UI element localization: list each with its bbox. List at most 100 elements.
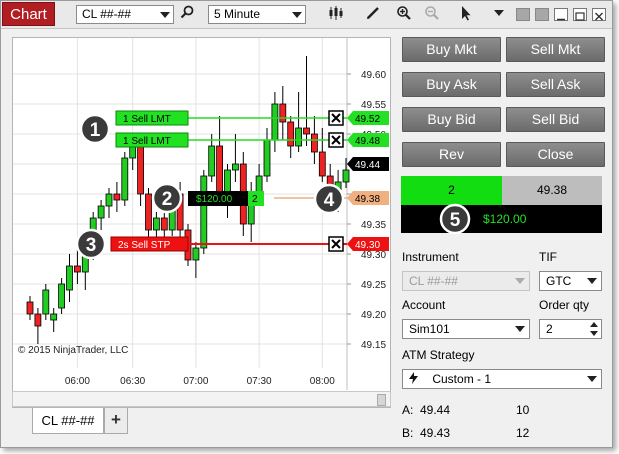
atm-strategy-label: ATM Strategy	[402, 348, 475, 362]
candle-body	[160, 217, 168, 231]
sell-stop-label: 2s Sell STP	[118, 240, 171, 251]
order-qty-input[interactable]: 2	[539, 319, 602, 339]
spin-up-icon[interactable]	[590, 322, 598, 327]
close-position-button[interactable]: Close	[506, 142, 605, 167]
zoom-out-icon[interactable]	[422, 5, 441, 24]
interval-select[interactable]: 5 Minute	[208, 5, 306, 24]
sell-stop-price-tag: 49.30	[347, 237, 389, 251]
candle	[263, 128, 271, 182]
template-button[interactable]	[535, 8, 549, 21]
callout-3: 3	[75, 228, 107, 260]
ask-label: A:	[402, 403, 414, 417]
maximize-button[interactable]	[573, 8, 587, 21]
candle	[26, 296, 34, 320]
sell-ask-button[interactable]: Sell Ask	[506, 72, 605, 97]
search-icon[interactable]	[177, 5, 196, 24]
callout-1: 1	[79, 113, 111, 145]
pencil-icon[interactable]	[363, 5, 382, 24]
account-select[interactable]: Sim101	[402, 319, 530, 339]
chevron-down-icon	[160, 12, 170, 18]
candle-body	[113, 193, 121, 201]
tab-instrument[interactable]: CL ##-##	[32, 408, 104, 434]
price-tick-label: 49.35	[361, 220, 386, 231]
candle-body	[42, 289, 50, 315]
candle	[66, 254, 73, 302]
candle-body	[137, 145, 144, 195]
atm-strategy-value: Custom - 1	[432, 372, 492, 386]
chart-window: Chart CL ##-## 5 Minute	[0, 0, 613, 448]
position-price-tag: 49.38	[347, 191, 389, 205]
bottom-tab-bar: CL ##-## +	[1, 408, 401, 447]
order-qty-value: 2	[546, 322, 553, 336]
candle	[113, 182, 121, 212]
position-pnl-label[interactable]: $120.00 2	[188, 191, 264, 206]
candle-body	[152, 217, 160, 231]
candle-body	[279, 103, 287, 123]
price-tick-label: 49.30	[361, 250, 386, 261]
sell-limit-order-1[interactable]: 1 Sell LMT	[115, 110, 189, 126]
candle	[318, 128, 326, 182]
sell-limit-label-1: 1 Sell LMT	[123, 114, 171, 125]
price-tick-label: 49.60	[361, 70, 386, 81]
atm-strategy-select[interactable]: Custom - 1	[402, 369, 602, 389]
instrument-field: CL ##-##	[402, 271, 530, 291]
scrollbar-thumb[interactable]	[377, 394, 386, 406]
time-tick-label: 06:30	[120, 376, 145, 387]
tif-label: TIF	[539, 250, 557, 264]
chevron-down-icon	[587, 278, 597, 284]
buy-ask-button[interactable]: Buy Ask	[402, 72, 501, 97]
position-average-price: 49.38	[502, 176, 602, 205]
buy-market-button[interactable]: Buy Mkt	[402, 37, 501, 62]
cancel-order-button-1[interactable]	[328, 110, 344, 126]
candle	[279, 86, 287, 140]
chart-tab[interactable]: Chart	[2, 2, 55, 26]
chart-canvas[interactable]: 49.1549.2049.2549.3049.3549.4049.4549.50…	[13, 38, 390, 390]
candle	[50, 308, 58, 332]
lightning-icon	[409, 370, 423, 388]
cancel-order-button-2[interactable]	[328, 132, 344, 148]
sell-limit-label-2: 1 Sell LMT	[123, 136, 171, 147]
instrument-field-value: CL ##-##	[409, 274, 458, 288]
candle	[34, 308, 42, 344]
ask-price: 49.44	[420, 403, 451, 417]
instrument-select[interactable]: CL ##-##	[76, 5, 174, 24]
interval-select-value: 5 Minute	[214, 7, 261, 21]
sell-limit-order-2[interactable]: 1 Sell LMT	[115, 132, 189, 148]
sell-stop-order[interactable]: 2s Sell STP	[110, 236, 189, 252]
chevron-down-icon	[587, 376, 597, 382]
close-button[interactable]	[592, 8, 606, 21]
price-chart[interactable]: 49.1549.2049.2549.3049.3549.4049.4549.50…	[12, 37, 391, 408]
sell-bid-button[interactable]: Sell Bid	[506, 107, 605, 132]
candle-body	[310, 133, 318, 153]
bar-type-icon[interactable]	[326, 5, 345, 24]
position-qty-text: 2	[252, 194, 258, 205]
horizontal-scrollbar[interactable]	[12, 391, 391, 407]
sell-limit-price-1: 49.52	[355, 114, 380, 125]
cancel-order-button-3[interactable]	[328, 236, 344, 252]
candle-body	[303, 127, 310, 135]
link-color-button[interactable]	[516, 8, 530, 21]
candle	[303, 56, 310, 146]
cursor-icon[interactable]	[456, 5, 475, 24]
add-tab-button[interactable]: +	[104, 408, 128, 434]
spin-down-icon[interactable]	[590, 331, 598, 336]
callout-5: 5	[439, 203, 471, 235]
callout-4: 4	[313, 183, 345, 215]
candle-body	[208, 145, 216, 177]
minimize-button[interactable]	[554, 8, 568, 21]
callout-3-text: 3	[86, 235, 97, 256]
sell-market-button[interactable]: Sell Mkt	[506, 37, 605, 62]
zoom-in-icon[interactable]	[394, 5, 413, 24]
candle-body	[263, 139, 271, 177]
instrument-select-value: CL ##-##	[82, 7, 131, 21]
callout-2: 2	[151, 182, 183, 214]
candle-body	[200, 175, 208, 249]
buy-bid-button[interactable]: Buy Bid	[402, 107, 501, 132]
tif-select[interactable]: GTC	[539, 271, 602, 291]
candle-body	[121, 157, 129, 201]
candle	[145, 188, 152, 242]
dropdown-icon[interactable]	[489, 5, 508, 24]
reverse-button[interactable]: Rev	[402, 142, 501, 167]
price-tick-label: 49.25	[361, 280, 386, 291]
candle-body	[97, 205, 105, 219]
